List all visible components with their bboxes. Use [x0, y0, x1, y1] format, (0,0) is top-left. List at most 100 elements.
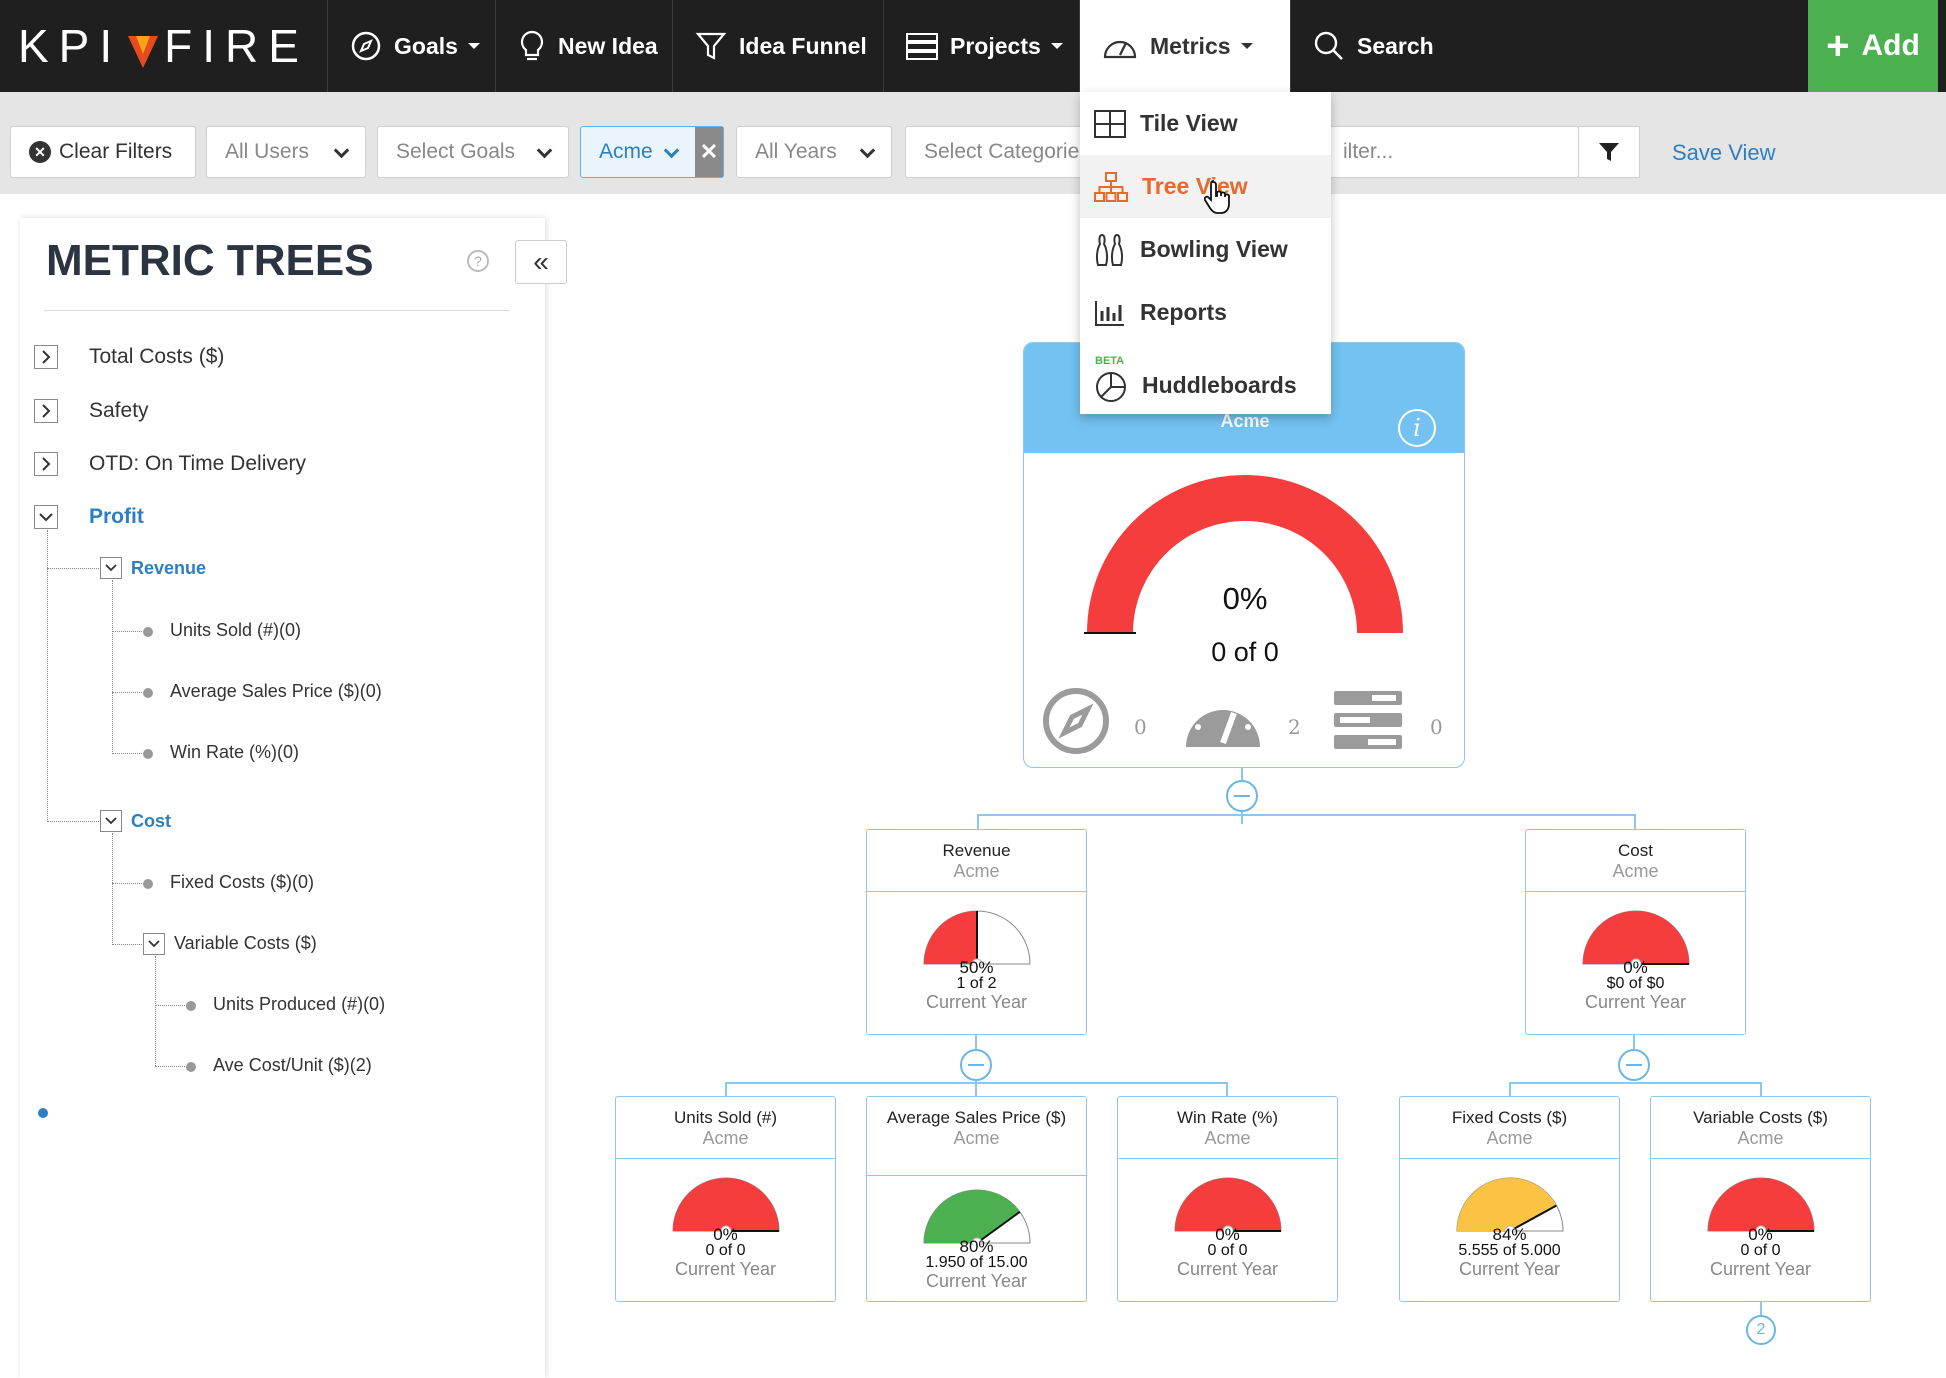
expand-toggle[interactable] [34, 452, 58, 476]
company-select-value: Acme [599, 140, 653, 163]
nav-search[interactable]: Search [1290, 0, 1490, 92]
company-select[interactable]: Acme ✕ [580, 126, 724, 178]
help-icon-glyph: ? [474, 253, 482, 269]
metric-card-percent: 0% [1623, 958, 1648, 977]
gauge-fill [924, 911, 977, 964]
metric-card-title: Win Rate (%) [1176, 1108, 1279, 1127]
tree-connector [47, 530, 48, 822]
compass-icon [351, 31, 381, 61]
chevron-down-icon [105, 564, 117, 572]
nav-new-idea-label: New Idea [558, 32, 658, 59]
nav-projects-label: Projects [950, 32, 1041, 59]
clear-filters-button[interactable]: ✕ Clear Filters [10, 126, 196, 178]
tree-leaf-dot [186, 1001, 196, 1011]
metric-gauge [923, 1189, 1031, 1245]
tree-item-profit[interactable]: Profit [89, 505, 144, 528]
chevron-down-icon [859, 142, 876, 159]
goals-select-value: Select Goals [396, 140, 516, 163]
menu-item-tile-view[interactable]: Tile View [1080, 92, 1331, 155]
nav-metrics[interactable]: Metrics [1079, 0, 1290, 92]
nav-idea-funnel[interactable]: Idea Funnel [672, 0, 883, 92]
metric-card-units-sold[interactable]: Units Sold (#) Acme 0% 0 of 0 Current Year [615, 1096, 836, 1302]
users-select-value: All Users [225, 140, 310, 163]
expand-toggle[interactable] [34, 345, 58, 369]
metric-gauge [672, 1177, 780, 1233]
tree-leaf-dot [143, 879, 153, 889]
add-button[interactable]: + Add [1808, 0, 1938, 92]
collapse-toggle[interactable] [34, 505, 58, 529]
expand-toggle[interactable] [34, 399, 58, 423]
tree-item-cost[interactable]: Cost [131, 811, 171, 831]
years-select[interactable]: All Years [736, 126, 892, 178]
menu-item-reports[interactable]: Reports [1080, 281, 1331, 344]
collapse-node-button[interactable] [1618, 1049, 1650, 1081]
menu-item-tree-view[interactable]: Tree View [1080, 155, 1331, 218]
tree-item-average-sales-price[interactable]: Average Sales Price ($)(0) [170, 681, 382, 701]
gauge-hub [1755, 1225, 1767, 1233]
nav-goals[interactable]: Goals [327, 0, 495, 92]
goals-select[interactable]: Select Goals [377, 126, 569, 178]
tree-link [975, 1034, 977, 1049]
funnel-icon [695, 32, 727, 60]
apply-filter-button[interactable] [1578, 126, 1640, 178]
save-view-link[interactable]: Save View [1672, 140, 1776, 165]
tree-item-safety[interactable]: Safety [89, 399, 149, 422]
metric-card-revenue[interactable]: Revenue Acme 50% 1 of 2 Current Year [866, 829, 1087, 1035]
tree-item-fixed-costs[interactable]: Fixed Costs ($)(0) [170, 872, 315, 892]
metric-card-percent: 0% [713, 1225, 738, 1244]
metric-card-of-value: 0 of 0 [1207, 1242, 1248, 1259]
minus-icon [1234, 795, 1250, 797]
gauge-fill [673, 1178, 779, 1231]
close-circle-icon: ✕ [29, 141, 51, 163]
metric-card-subtitle: Acme [953, 1128, 1000, 1148]
metric-card-avg-sales-price[interactable]: Average Sales Price ($) Acme 80% 1.950 of 1… [866, 1096, 1087, 1302]
top-navbar: KPI FIRE Goals New Idea Idea Funnel Proj… [0, 0, 1946, 92]
tree-item-revenue[interactable]: Revenue [131, 558, 207, 578]
kpifire-logo[interactable]: KPI FIRE [18, 20, 309, 72]
hidden-children-count[interactable]: 2 [1746, 1315, 1776, 1345]
help-icon[interactable]: ? [467, 250, 489, 272]
metric-card-percent: 84% [1492, 1225, 1527, 1244]
text-filter-placeholder: ilter... [1343, 140, 1394, 163]
gauge-fill [1708, 1178, 1814, 1231]
metric-card-divider [1526, 891, 1745, 892]
beta-badge: BETA [1095, 355, 1125, 367]
chevron-down-icon [1050, 43, 1063, 49]
menu-item-bowling-view[interactable]: Bowling View [1080, 218, 1331, 281]
nav-projects[interactable]: Projects [883, 0, 1079, 92]
metric-card-subtitle: Acme [1737, 1128, 1784, 1148]
collapse-toggle[interactable] [143, 933, 165, 955]
menu-item-huddleboards[interactable]: Huddleboards [1080, 354, 1331, 417]
tree-item-ave-cost-unit[interactable]: Ave Cost/Unit ($)(2) [213, 1055, 372, 1075]
collapse-toggle[interactable] [100, 557, 122, 579]
tree-item-total-costs[interactable]: Total Costs ($) [89, 345, 225, 368]
tree-item-variable-costs[interactable]: Variable Costs ($) [174, 933, 317, 953]
root-gauge-arc [1087, 475, 1403, 633]
collapse-node-button[interactable] [960, 1049, 992, 1081]
info-icon[interactable]: i [1398, 409, 1436, 447]
speedometer-icon[interactable] [1184, 689, 1262, 751]
tree-item-units-sold[interactable]: Units Sold (#)(0) [170, 620, 302, 640]
tree-item-otd[interactable]: OTD: On Time Delivery [89, 452, 307, 475]
metric-card-variable-costs[interactable]: Variable Costs ($) Acme 0% 0 of 0 Current Ye… [1650, 1096, 1871, 1302]
compass-icon[interactable] [1042, 687, 1110, 755]
collapse-sidebar-button[interactable]: « [515, 240, 567, 284]
tree-connector [112, 944, 142, 945]
metric-card-period: Current Year [1709, 1259, 1812, 1279]
flame-icon [128, 27, 159, 68]
collapse-node-button[interactable] [1226, 780, 1258, 812]
metric-card-fixed-costs[interactable]: Fixed Costs ($) Acme 84% 5.555 of 5.000 Curr… [1399, 1096, 1620, 1302]
remove-company-filter-icon[interactable]: ✕ [695, 127, 723, 177]
tree-item-win-rate[interactable]: Win Rate (%)(0) [170, 742, 300, 762]
users-select[interactable]: All Users [206, 126, 366, 178]
chevron-down-icon [105, 817, 117, 825]
metric-card-cost[interactable]: Cost Acme 0% $0 of $0 Current Year [1525, 829, 1746, 1035]
metric-card-win-rate[interactable]: Win Rate (%) Acme 0% 0 of 0 Current Year [1117, 1096, 1338, 1302]
categories-select[interactable]: Select Categorie [905, 126, 1085, 178]
tree-item-units-produced[interactable]: Units Produced (#)(0) [213, 994, 386, 1014]
collapse-toggle[interactable] [100, 810, 122, 832]
metric-card-period: Current Year [674, 1259, 777, 1279]
nav-new-idea[interactable]: New Idea [495, 0, 672, 92]
projects-icon[interactable] [1332, 689, 1404, 751]
tree-connector [112, 692, 142, 693]
